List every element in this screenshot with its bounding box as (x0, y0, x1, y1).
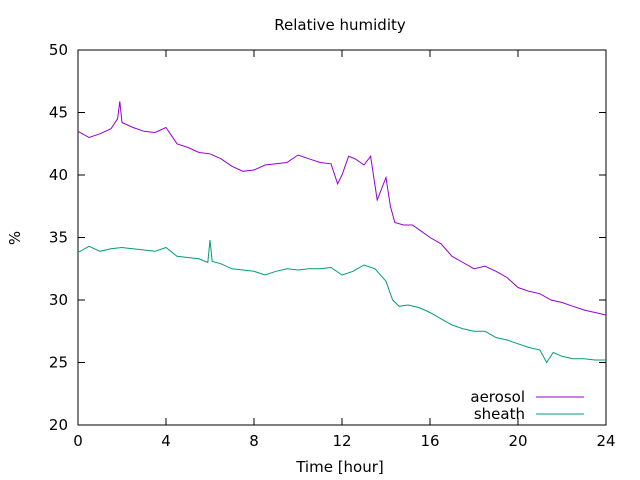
x-tick-label: 12 (332, 432, 351, 450)
y-tick-label: 30 (49, 291, 68, 309)
legend-label-sheath: sheath (474, 405, 525, 423)
x-tick-label: 24 (596, 432, 615, 450)
series-layer (77, 101, 607, 364)
x-tick-label: 0 (73, 432, 83, 450)
y-tick-label: 45 (49, 104, 68, 122)
x-axis-label: Time [hour] (295, 458, 384, 476)
legend-label-aerosol: aerosol (470, 388, 525, 406)
chart-title: Relative humidity (274, 16, 406, 34)
y-tick-label: 20 (49, 416, 68, 434)
series-line-aerosol (77, 101, 607, 316)
axis-ticks: 0 4 8 12 16 20 24 20 25 30 35 40 45 50 (49, 41, 616, 450)
series-line-sheath (77, 239, 606, 364)
x-tick-label: 20 (508, 432, 527, 450)
y-tick-label: 40 (49, 166, 68, 184)
y-axis-label: % (6, 231, 24, 245)
x-tick-label: 4 (161, 432, 171, 450)
x-tick-label: 16 (420, 432, 439, 450)
plot-area-frame (77, 49, 607, 426)
y-tick-label: 25 (49, 354, 68, 372)
y-tick-label: 50 (49, 41, 68, 59)
x-tick-label: 8 (249, 432, 259, 450)
y-tick-label: 35 (49, 229, 68, 247)
